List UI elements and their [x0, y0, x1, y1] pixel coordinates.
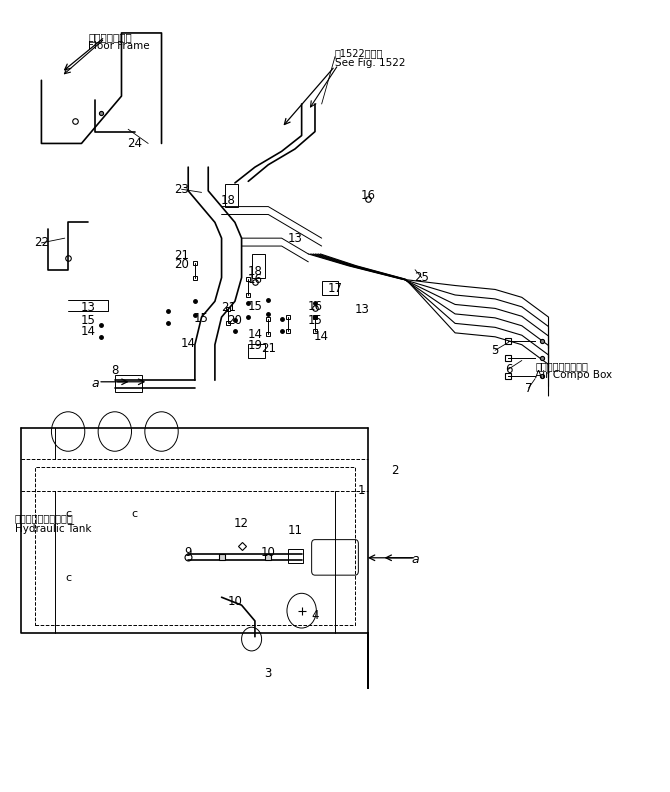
Text: 21: 21 — [220, 301, 236, 314]
Text: 18: 18 — [221, 194, 236, 207]
Text: 22: 22 — [34, 236, 49, 249]
Bar — [115, 375, 141, 392]
Text: See Fig. 1522: See Fig. 1522 — [335, 58, 405, 68]
Text: 15: 15 — [80, 314, 96, 327]
Text: a: a — [91, 377, 98, 390]
Text: フロアフレーム: フロアフレーム — [88, 32, 132, 42]
Text: 8: 8 — [111, 364, 119, 377]
Text: 6: 6 — [505, 363, 513, 375]
Text: 13: 13 — [80, 301, 96, 314]
Text: 14: 14 — [181, 337, 196, 350]
Text: 15: 15 — [194, 312, 209, 326]
Text: 10: 10 — [261, 546, 276, 559]
Text: 16: 16 — [361, 189, 376, 202]
Text: 7: 7 — [525, 382, 532, 394]
Text: 4: 4 — [312, 609, 319, 622]
Text: 1: 1 — [358, 484, 365, 497]
Text: エアーコンボックス: エアーコンボックス — [535, 361, 588, 371]
Text: 20: 20 — [228, 314, 243, 327]
Text: 25: 25 — [414, 271, 429, 284]
Text: 10: 10 — [228, 595, 243, 607]
Text: 14: 14 — [314, 329, 329, 342]
Text: 17: 17 — [328, 282, 342, 295]
Text: 15: 15 — [308, 314, 322, 327]
Text: 16: 16 — [308, 299, 322, 313]
Text: 15: 15 — [247, 299, 263, 313]
Text: 9: 9 — [184, 546, 192, 559]
Text: 18: 18 — [247, 265, 263, 278]
Text: 16: 16 — [247, 273, 263, 287]
Bar — [225, 184, 239, 208]
Text: 5: 5 — [492, 344, 499, 356]
Text: c: c — [65, 573, 71, 583]
Bar — [35, 467, 355, 625]
Text: Air Compo Box: Air Compo Box — [535, 371, 612, 380]
Text: 21: 21 — [174, 249, 189, 262]
Text: 3: 3 — [265, 668, 272, 680]
Text: 11: 11 — [287, 524, 302, 537]
Text: 21: 21 — [261, 342, 276, 355]
Text: Floor Frame: Floor Frame — [88, 41, 150, 51]
Text: c: c — [65, 509, 71, 520]
Text: 14: 14 — [80, 325, 96, 337]
Text: 19: 19 — [247, 339, 263, 352]
Text: 13: 13 — [354, 303, 369, 316]
Bar — [322, 281, 338, 295]
Text: 第1522図参照: 第1522図参照 — [335, 48, 383, 58]
Text: 14: 14 — [247, 328, 263, 341]
Bar — [249, 344, 265, 358]
Text: 13: 13 — [287, 231, 302, 245]
Bar — [252, 254, 265, 278]
Text: ハイドロリックタンク: ハイドロリックタンク — [15, 513, 74, 524]
Text: 12: 12 — [234, 517, 249, 531]
Text: c: c — [132, 509, 138, 520]
Text: a: a — [411, 553, 419, 565]
Text: 24: 24 — [127, 137, 142, 150]
Text: 23: 23 — [174, 183, 189, 196]
Bar — [288, 549, 303, 563]
Text: Hydraulic Tank: Hydraulic Tank — [15, 524, 91, 534]
Text: 20: 20 — [174, 258, 189, 272]
Text: 2: 2 — [391, 464, 399, 478]
